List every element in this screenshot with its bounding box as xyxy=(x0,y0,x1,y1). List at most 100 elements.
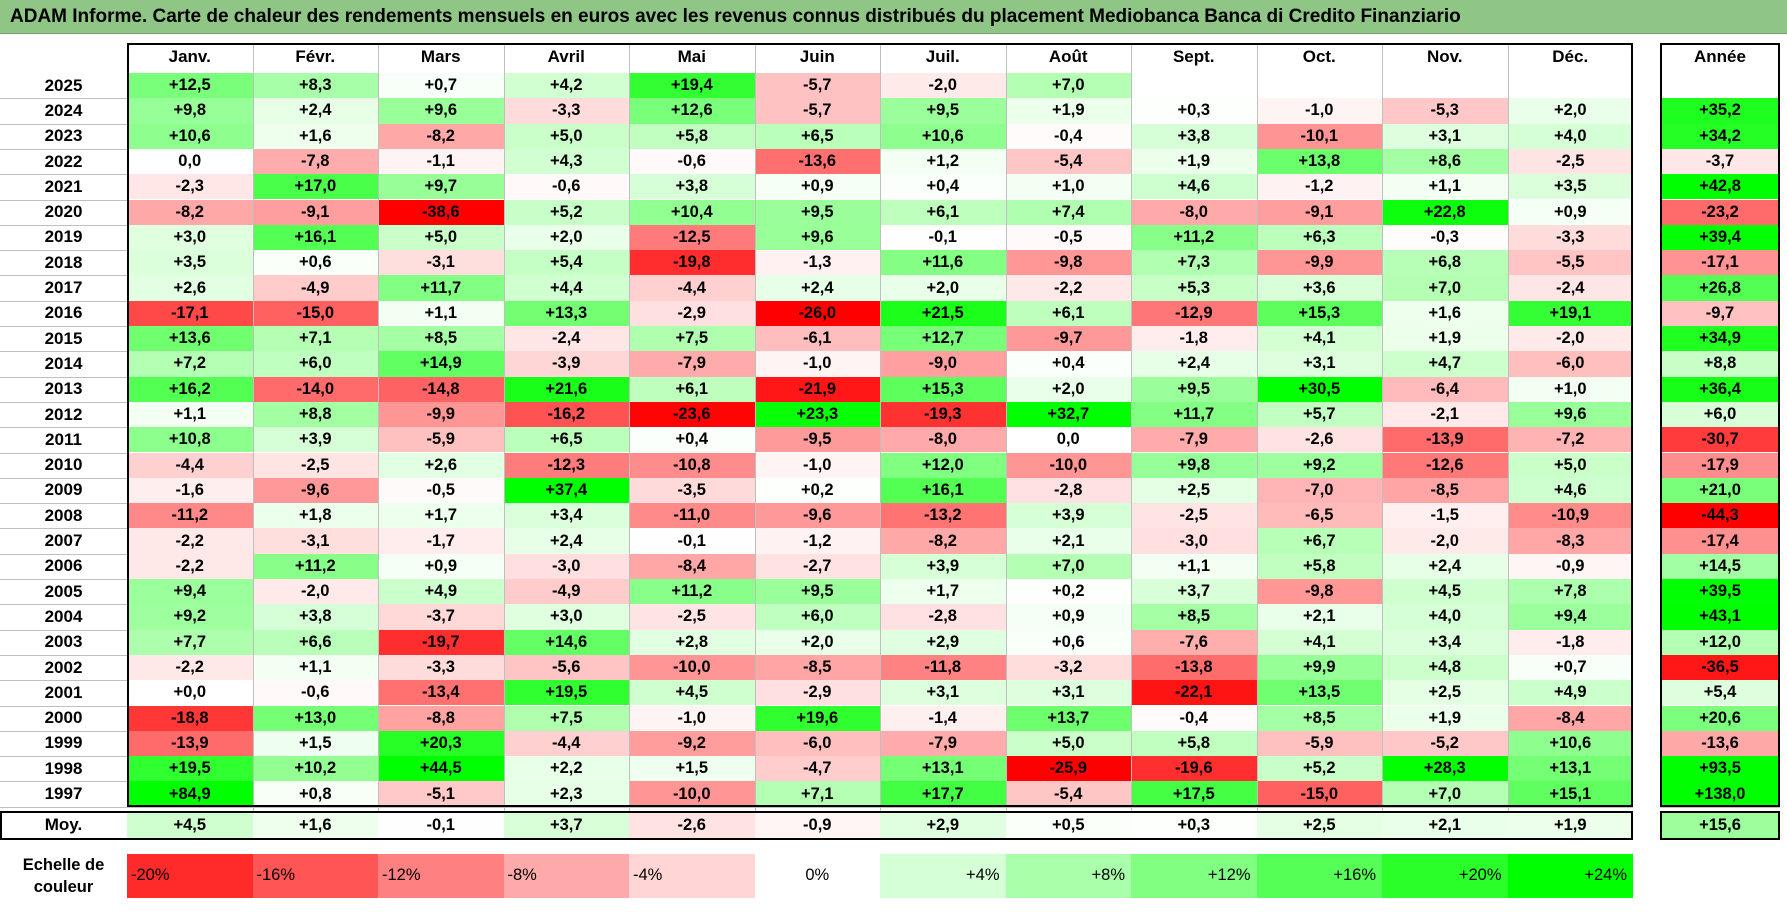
annual-cell: -17,4 xyxy=(1660,528,1780,554)
heatmap-cell: +1,9 xyxy=(1131,148,1257,175)
heatmap-cell: +3,8 xyxy=(629,174,755,200)
heatmap-cell: +3,1 xyxy=(1382,123,1508,149)
column-divider xyxy=(1005,43,1007,840)
heatmap-cell: -3,1 xyxy=(378,250,504,276)
heatmap-cell: +8,5 xyxy=(1131,604,1257,630)
heatmap-cell: -8,2 xyxy=(378,123,504,149)
column-divider xyxy=(1507,43,1509,840)
average-cell: +0,3 xyxy=(1131,810,1257,840)
heatmap-cell: +15,3 xyxy=(1256,300,1382,326)
heatmap-cell: +4,6 xyxy=(1131,174,1257,200)
row-year-label: 2020 xyxy=(44,202,83,222)
heatmap-cell: +10,8 xyxy=(127,427,253,453)
annual-cell: +42,8 xyxy=(1660,174,1780,200)
heatmap-cell: +2,0 xyxy=(503,224,629,251)
heatmap-cell: -8,8 xyxy=(378,705,504,731)
heatmap-cell: -1,6 xyxy=(127,477,253,504)
row-year-label: 1998 xyxy=(44,758,83,778)
heatmap-cell: +4,5 xyxy=(629,680,755,706)
heatmap-cell: -12,6 xyxy=(1382,452,1508,478)
heatmap-cell: +6,5 xyxy=(754,123,880,149)
heatmap-cell: +3,1 xyxy=(880,680,1006,706)
heatmap-cell: +1,7 xyxy=(880,579,1006,605)
heatmap-cell: +1,9 xyxy=(1382,326,1508,352)
heatmap-cell: +10,4 xyxy=(629,199,755,225)
heatmap-cell: +4,3 xyxy=(503,148,629,175)
heatmap-cell: +9,7 xyxy=(378,174,504,200)
column-divider xyxy=(880,43,881,840)
heatmap-cell: -2,1 xyxy=(1382,401,1508,428)
heatmap-cell: -3,3 xyxy=(378,654,504,681)
heatmap-cell: -5,4 xyxy=(1005,781,1131,807)
heatmap-cell: -2,4 xyxy=(503,326,629,352)
heatmap-cell: +13,0 xyxy=(252,705,378,731)
heatmap-cell: -9,6 xyxy=(754,503,880,529)
annual-cell: +26,8 xyxy=(1660,275,1780,301)
heatmap-cell: +4,9 xyxy=(1507,680,1633,706)
month-header: Mai xyxy=(677,47,706,66)
color-scale-swatch: -4% xyxy=(629,853,755,898)
heatmap-cell: -0,6 xyxy=(503,174,629,200)
heatmap-cell: +9,2 xyxy=(1256,452,1382,478)
heatmap-cell: +12,7 xyxy=(880,326,1006,352)
color-scale-swatch: +4% xyxy=(880,853,1006,898)
heatmap-cell: +2,0 xyxy=(754,629,880,655)
heatmap-cell: +7,0 xyxy=(1005,73,1131,99)
heatmap-cell: -13,8 xyxy=(1131,654,1257,681)
heatmap-cell: -9,1 xyxy=(252,199,378,225)
heatmap-cell: -8,5 xyxy=(754,654,880,681)
heatmap-cell: -4,9 xyxy=(503,579,629,605)
heatmap-cell: +4,0 xyxy=(1507,123,1633,149)
heatmap-cell: +30,5 xyxy=(1256,376,1382,402)
heatmap-cell: +0,9 xyxy=(1507,199,1633,225)
heatmap-cell: +11,6 xyxy=(880,250,1006,276)
heatmap-cell: -15,0 xyxy=(252,300,378,326)
heatmap-cell: +1,6 xyxy=(252,123,378,149)
heatmap-cell: -7,6 xyxy=(1131,629,1257,655)
heatmap-cell: -2,9 xyxy=(629,300,755,326)
heatmap-cell: -13,2 xyxy=(880,503,1006,529)
row-year-label: 2023 xyxy=(44,126,83,146)
heatmap-cell: -2,5 xyxy=(1507,148,1633,175)
heatmap-cell: -1,1 xyxy=(378,148,504,175)
heatmap-cell: -4,4 xyxy=(629,275,755,301)
heatmap-cell: +0,2 xyxy=(754,477,880,504)
heatmap-cell: -2,5 xyxy=(629,604,755,630)
color-scale-swatch: +20% xyxy=(1382,853,1508,898)
heatmap-cell: +4,0 xyxy=(1382,604,1508,630)
annual-cell: +8,8 xyxy=(1660,351,1780,377)
heatmap-cell: +16,1 xyxy=(252,224,378,251)
heatmap-cell: +1,6 xyxy=(1382,300,1508,326)
heatmap-cell: -8,3 xyxy=(1507,528,1633,554)
heatmap-cell: +3,1 xyxy=(1256,351,1382,377)
heatmap-cell: -10,9 xyxy=(1507,503,1633,529)
average-cell: -2,6 xyxy=(629,810,755,840)
row-year-label: 2003 xyxy=(44,632,83,652)
average-cell: +0,5 xyxy=(1005,810,1131,840)
heatmap-cell: +6,0 xyxy=(252,351,378,377)
average-label: Moy. xyxy=(44,815,83,835)
heatmap-cell: +12,5 xyxy=(127,73,253,99)
heatmap-cell: +7,0 xyxy=(1382,275,1508,301)
heatmap-cell: -0,1 xyxy=(880,224,1006,251)
heatmap-cell: +5,7 xyxy=(1256,401,1382,428)
heatmap-cell: +1,5 xyxy=(629,756,755,782)
heatmap-cell: -25,9 xyxy=(1005,756,1131,782)
column-divider xyxy=(252,43,254,840)
heatmap-cell: +6,5 xyxy=(503,427,629,453)
heatmap-cell: +2,5 xyxy=(1382,680,1508,706)
average-cell: +2,1 xyxy=(1382,810,1508,840)
heatmap-cell: -8,0 xyxy=(1131,199,1257,225)
heatmap-cell: +13,1 xyxy=(880,756,1006,782)
heatmap-cell: -23,6 xyxy=(629,401,755,428)
average-cell: +2,9 xyxy=(880,810,1006,840)
heatmap-cell: -5,6 xyxy=(503,654,629,681)
heatmap-cell: +7,5 xyxy=(629,326,755,352)
color-scale-swatch: -8% xyxy=(503,853,629,898)
heatmap-cell: -2,0 xyxy=(252,579,378,605)
annual-cell: -13,6 xyxy=(1660,730,1780,757)
month-header: Juin xyxy=(799,47,835,66)
heatmap-cell: +1,0 xyxy=(1005,174,1131,200)
heatmap-cell: +5,3 xyxy=(1131,275,1257,301)
heatmap-cell: -19,3 xyxy=(880,401,1006,428)
